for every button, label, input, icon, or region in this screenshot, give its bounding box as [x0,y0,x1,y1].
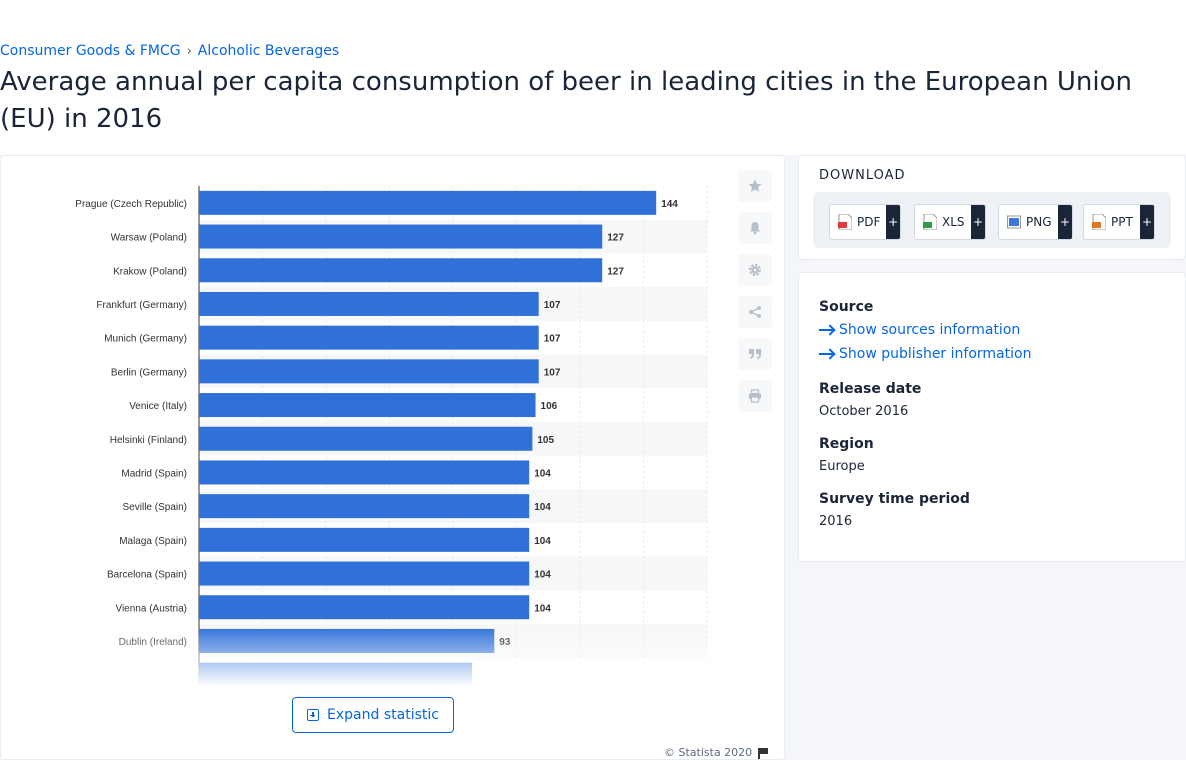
bar [199,258,603,283]
xls-label: XLS [942,215,965,229]
chart-fade-overlay [1,626,784,686]
region-value: Europe [819,459,865,474]
ppt-file-icon [1092,213,1107,231]
flag-icon[interactable] [758,747,769,759]
data-label: 104 [534,468,551,479]
copyright-text: © Statista 2020 [664,746,753,759]
bar [199,291,539,316]
bar [199,527,530,552]
category-label: Munich (Germany) [104,334,187,345]
bar [199,460,530,485]
ppt-plus: + [1140,205,1154,239]
bar [199,595,530,620]
png-file-icon [1007,214,1021,230]
category-label: Vienna (Austria) [115,603,187,614]
survey-period-value: 2016 [819,514,853,529]
show-sources-label: Show sources information [839,322,1021,338]
survey-period-heading: Survey time period [819,491,970,507]
download-png-button[interactable]: PNG + [998,204,1073,240]
data-label: 106 [541,401,558,412]
download-ppt-button[interactable]: PPT + [1083,204,1155,240]
category-label: Frankfurt (Germany) [96,300,187,311]
category-label: Malaga (Spain) [119,536,187,547]
top-navigation-bar [0,0,1186,38]
expand-statistic-button[interactable]: Expand statistic [292,697,454,733]
bar [199,224,603,249]
arrow-right-icon [819,329,833,331]
breadcrumb-item-alcoholic-beverages[interactable]: Alcoholic Beverages [197,43,340,59]
bar [199,190,657,215]
header-area [0,38,1186,155]
data-label: 104 [534,570,551,581]
png-label: PNG [1026,215,1052,229]
release-date-heading: Release date [819,381,922,397]
show-sources-link[interactable]: Show sources information [819,322,1020,338]
region-heading: Region [819,436,874,452]
category-label: Madrid (Spain) [121,468,187,479]
gear-icon[interactable] [738,254,772,286]
source-heading: Source [819,299,874,315]
data-label: 107 [544,300,561,311]
share-icon[interactable] [738,296,772,328]
category-label: Barcelona (Spain) [107,570,187,581]
data-label: 127 [607,233,624,244]
data-label: 107 [544,367,561,378]
breadcrumb-separator: › [186,43,192,59]
ppt-label: PPT [1111,215,1133,229]
data-label: 105 [537,435,554,446]
bell-icon[interactable] [738,212,772,244]
data-label: 104 [534,603,551,614]
data-label: 127 [607,266,624,277]
download-xls-button[interactable]: XLS + [914,204,986,240]
arrow-right-icon [819,353,833,355]
download-card: DOWNLOAD PDF + XLS + PNG + P [798,155,1186,260]
pdf-label: PDF [857,215,881,229]
category-label: Berlin (Germany) [111,367,187,378]
bar [199,561,530,586]
download-title: DOWNLOAD [819,168,906,183]
download-pdf-button[interactable]: PDF + [829,204,901,240]
png-plus: + [1058,205,1072,239]
expand-statistic-label: Expand statistic [327,707,439,723]
category-label: Prague (Czech Republic) [75,199,187,210]
bar-chart: Prague (Czech Republic) 144 Warsaw (Poland… [75,186,708,686]
pdf-plus: + [886,205,900,239]
download-buttons-row: PDF + XLS + PNG + PPT + [813,192,1171,248]
bar [199,426,533,451]
show-publisher-label: Show publisher information [839,346,1032,362]
chart-tools [738,170,772,412]
data-label: 107 [544,334,561,345]
category-label: Venice (Italy) [129,401,187,412]
quote-icon[interactable] [738,338,772,370]
print-icon[interactable] [738,380,772,412]
data-label: 104 [534,536,551,547]
data-label: 144 [661,199,678,210]
show-publisher-link[interactable]: Show publisher information [819,346,1031,362]
release-date-value: October 2016 [819,404,909,419]
expand-icon [307,709,320,721]
statistic-info-card: Source Show sources information Show pub… [798,272,1186,562]
breadcrumb-item-consumer-goods[interactable]: Consumer Goods & FMCG [0,43,181,59]
category-label: Seville (Spain) [123,502,187,513]
bar [199,393,536,418]
pdf-file-icon [838,213,853,231]
bar [199,494,530,519]
category-label: Helsinki (Finland) [110,435,187,446]
xls-file-icon [923,213,938,231]
data-label: 104 [534,502,551,513]
chart-card: Prague (Czech Republic) 144 Warsaw (Poland… [0,155,785,760]
category-label: Krakow (Poland) [113,266,187,277]
page-title: Average annual per capita consumption of… [0,67,1132,134]
copyright: © Statista 2020 [664,746,769,759]
xls-plus: + [971,205,985,239]
bar [199,325,539,350]
star-icon[interactable] [738,170,772,202]
category-label: Warsaw (Poland) [111,233,187,244]
bar [199,359,539,384]
breadcrumb: Consumer Goods & FMCG › Alcoholic Bevera… [0,43,339,59]
